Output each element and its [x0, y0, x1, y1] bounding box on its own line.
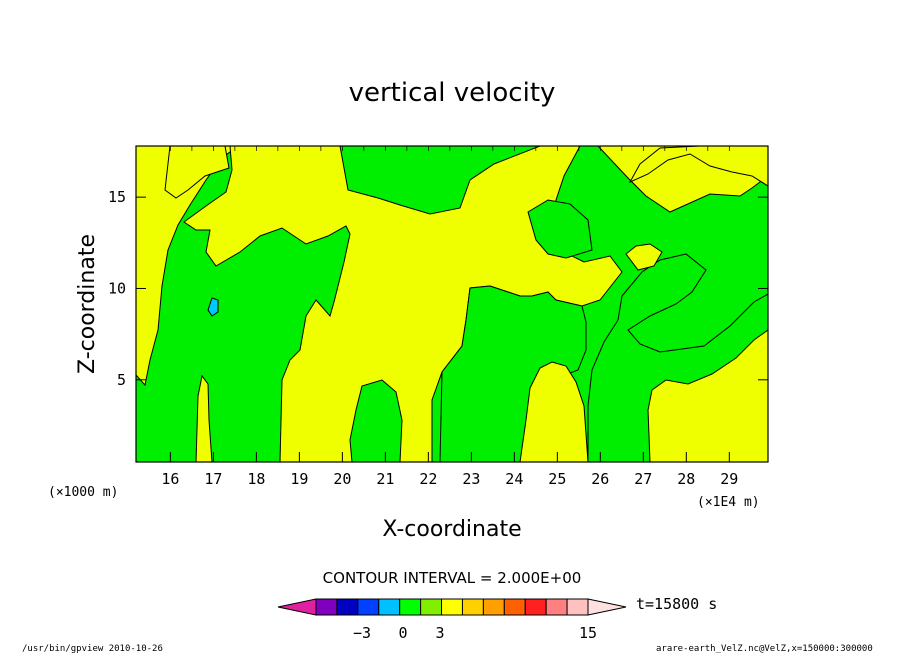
time-label: t=15800 s — [636, 595, 717, 613]
colorbar-segment — [566, 598, 589, 616]
strong-negative-cell — [207, 297, 219, 317]
chart-title: vertical velocity — [349, 78, 556, 108]
colorbar-segment — [336, 598, 359, 616]
plot-area — [135, 145, 769, 463]
colorbar-tick-label: 0 — [398, 624, 407, 642]
x-tick-label: 29 — [720, 470, 738, 488]
colorbar-right-extension — [587, 598, 627, 616]
colorbar-segment — [441, 598, 463, 616]
colorbar-segment — [399, 598, 422, 616]
x-tick-label: 21 — [376, 470, 394, 488]
contour-interval-label: CONTOUR INTERVAL = 2.000E+00 — [323, 569, 582, 587]
colorbar-segment — [357, 598, 380, 616]
colorbar-segment — [378, 598, 401, 616]
colorbar-segment — [482, 598, 505, 616]
x-tick-label: 18 — [247, 470, 265, 488]
footer-right-text: arare-earth_VelZ.nc@VelZ,x=150000:300000 — [656, 644, 873, 654]
positive-region-far-right-vertical — [647, 329, 768, 462]
x-tick-label: 17 — [204, 470, 222, 488]
x-tick-label: 27 — [634, 470, 652, 488]
colorbar-tick-label: 3 — [435, 624, 444, 642]
colorbar-segment — [315, 598, 338, 616]
x-tick-label: 20 — [333, 470, 351, 488]
y-tick-label: 10 — [108, 279, 126, 297]
x-tick-label: 24 — [505, 470, 523, 488]
x-unit-right-label: (×1E4 m) — [697, 495, 760, 510]
plot-frame — [135, 145, 769, 463]
positive-region-lower-right — [519, 361, 589, 462]
x-tick-label: 28 — [677, 470, 695, 488]
x-tick-label: 23 — [462, 470, 480, 488]
colorbar-segment — [503, 598, 526, 616]
x-tick-label: 22 — [419, 470, 437, 488]
colorbar-segment — [524, 598, 547, 616]
y-axis-title: Z-coordinate — [75, 234, 100, 374]
x-tick-label: 16 — [161, 470, 179, 488]
y-tick-label: 5 — [117, 371, 126, 389]
x-unit-left-label: (×1000 m) — [48, 485, 118, 500]
x-tick-label: 25 — [548, 470, 566, 488]
positive-region-right-top — [628, 146, 768, 187]
x-axis-title: X-coordinate — [382, 517, 521, 542]
colorbar-segment — [545, 598, 568, 616]
x-tick-label: 19 — [290, 470, 308, 488]
colorbar: −3 0 3 15 — [277, 598, 627, 642]
positive-region-right-small-island — [625, 243, 663, 271]
y-tick-label: 15 — [108, 188, 126, 206]
positive-region-upper-left — [164, 146, 230, 199]
colorbar-tick-label: −3 — [353, 624, 371, 642]
x-tick-label: 26 — [591, 470, 609, 488]
colorbar-tick-label: 15 — [579, 624, 597, 642]
footer-left-text: /usr/bin/gpview 2010-10-26 — [22, 644, 163, 654]
negative-region-upper-right — [527, 199, 593, 259]
axes: 16 17 18 19 20 21 22 23 24 25 26 27 28 29 5 10 15 — [108, 146, 768, 488]
positive-region-left-thin-spike — [195, 374, 213, 462]
colorbar-left-extension — [277, 598, 317, 616]
colorbar-segment — [420, 598, 443, 616]
colorbar-segment — [461, 598, 484, 616]
